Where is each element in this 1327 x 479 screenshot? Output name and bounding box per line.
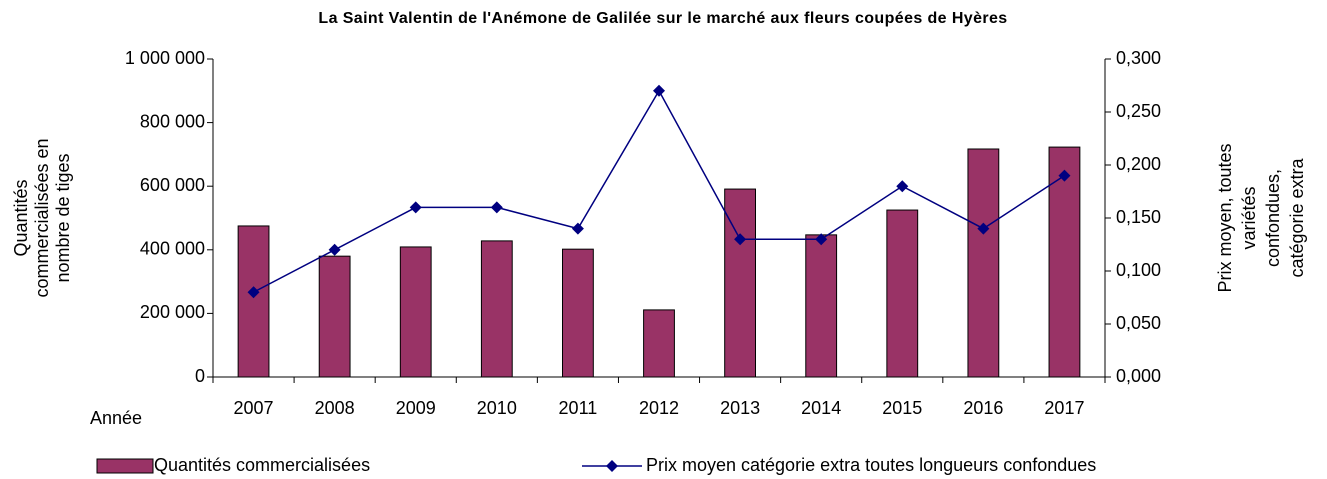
y-axis-label: Quantités [11, 179, 31, 256]
y2-tick-label: 0,300 [1116, 48, 1161, 68]
y2-tick-label: 0,250 [1116, 101, 1161, 121]
bar [724, 188, 756, 378]
legend-marker [606, 460, 618, 472]
y2-tick-label: 0,000 [1116, 366, 1161, 386]
y-tick-label: 600 000 [140, 175, 205, 195]
y2-axis-label: Prix moyen, toutes [1215, 143, 1235, 292]
x-tick-label: 2010 [477, 398, 517, 418]
chart-title: La Saint Valentin de l'Anémone de Galilé… [318, 10, 1007, 27]
bar [643, 309, 675, 378]
x-tick-label: 2012 [639, 398, 679, 418]
x-tick-label: 2007 [234, 398, 274, 418]
marker [977, 222, 990, 235]
marker [896, 180, 909, 193]
x-tick-label: 2009 [396, 398, 436, 418]
y-tick-label: 1 000 000 [125, 48, 205, 68]
y-axis-label: commercialisées en [32, 138, 52, 297]
y2-tick-label: 0,050 [1116, 313, 1161, 333]
legend-label: Quantités commercialisées [154, 455, 370, 475]
y-tick-label: 800 000 [140, 111, 205, 131]
y-tick-label: 400 000 [140, 239, 205, 259]
marker [490, 201, 503, 214]
bar [237, 225, 270, 378]
x-tick-label: 2015 [882, 398, 922, 418]
y2-axis-label: confondues, [1263, 169, 1283, 267]
x-axis-label: Année [90, 408, 142, 428]
bar [318, 255, 351, 378]
marker [815, 233, 828, 246]
bar [886, 209, 919, 378]
marker [1058, 169, 1071, 182]
bar [967, 148, 1000, 378]
y2-axis-label: catégorie extra [1287, 157, 1307, 277]
y-tick-label: 0 [195, 366, 205, 386]
legend-label: Prix moyen catégorie extra toutes longue… [646, 455, 1096, 475]
y2-axis-label: variétés [1239, 186, 1259, 249]
marker [409, 201, 422, 214]
marker [328, 243, 341, 256]
bar [562, 248, 594, 378]
x-tick-label: 2017 [1044, 398, 1084, 418]
y2-tick-label: 0,200 [1116, 154, 1161, 174]
y-axis-label: nombre de tiges [53, 153, 73, 282]
x-tick-label: 2008 [315, 398, 355, 418]
x-tick-label: 2016 [963, 398, 1003, 418]
x-tick-label: 2013 [720, 398, 760, 418]
marker [571, 222, 584, 235]
bar [1048, 146, 1081, 378]
line [253, 89, 1065, 293]
y2-tick-label: 0,100 [1116, 260, 1161, 280]
y-tick-label: 200 000 [140, 302, 205, 322]
bar [480, 240, 513, 378]
marker [734, 233, 747, 246]
y2-tick-label: 0,150 [1116, 207, 1161, 227]
x-tick-label: 2014 [801, 398, 841, 418]
marker [247, 286, 260, 299]
marker [653, 84, 665, 97]
bar [805, 234, 838, 378]
x-tick-label: 2011 [559, 398, 598, 418]
bar [399, 246, 432, 378]
legend-swatch [96, 458, 154, 474]
